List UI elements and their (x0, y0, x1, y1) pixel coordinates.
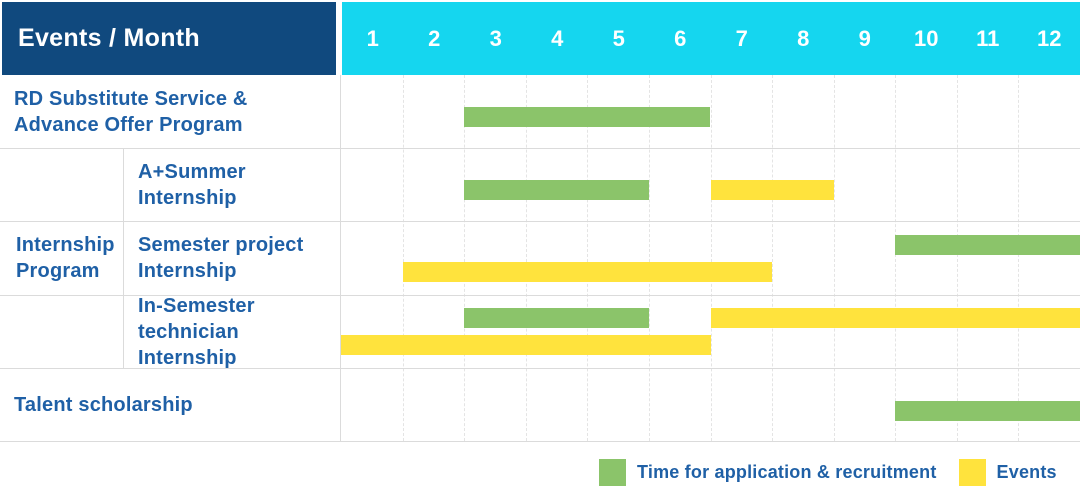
gantt-bar-application-recruitment (464, 180, 649, 201)
table-bottom-border (0, 441, 1080, 442)
header-title: Events / Month (18, 24, 200, 52)
row-group-label-internship-program: Internship Program (0, 148, 123, 368)
row-label-rd-substitute-service: RD Substitute Service & Advance Offer Pr… (0, 75, 340, 148)
row-label-line: Internship (16, 234, 115, 256)
label-column-border (340, 75, 341, 441)
row-label-line: Program (16, 260, 100, 282)
gantt-bar-events (341, 335, 711, 356)
gantt-bar-events (710, 180, 834, 201)
row-label-line: Advance Offer Program (14, 113, 243, 136)
gantt-bar-application-recruitment (895, 234, 1080, 255)
row-label-talent-scholarship: Talent scholarship (0, 368, 340, 441)
month-gridline (833, 75, 835, 441)
gantt-bar-application-recruitment (464, 308, 649, 329)
row-label-line: Talent scholarship (14, 393, 193, 416)
row-label-line: Internship (138, 260, 237, 282)
month-header-6: 6 (674, 25, 687, 51)
row-separator (0, 295, 1080, 296)
legend-label-application-recruitment: Time for application & recruitment (637, 461, 937, 482)
month-header-9: 9 (858, 25, 871, 51)
month-header-1: 1 (366, 25, 379, 51)
month-header-row: 1 2 3 4 5 6 7 8 9 10 11 12 (342, 2, 1080, 75)
month-gridline (525, 75, 527, 441)
row-separator (0, 148, 1080, 149)
sub-column-border (123, 148, 124, 368)
month-gridline (402, 75, 404, 441)
month-gridline (710, 75, 712, 441)
gantt-bar-events (710, 308, 1080, 329)
month-gridline (648, 75, 650, 441)
month-gridline (1018, 75, 1020, 441)
legend-swatch-application-recruitment (599, 458, 626, 486)
month-header-4: 4 (551, 25, 564, 51)
legend: Time for application & recruitment Event… (599, 457, 1057, 487)
row-label-line: RD Substitute Service & (14, 87, 248, 110)
events-month-header-cell: Events / Month (2, 2, 336, 75)
month-header-3: 3 (489, 25, 502, 51)
gantt-bar-application-recruitment (895, 400, 1080, 421)
row-label-in-semester-technician-internship: In-Semester technician Internship (123, 294, 340, 369)
month-gridline (587, 75, 589, 441)
month-header-12: 12 (1037, 25, 1062, 51)
month-header-5: 5 (612, 25, 625, 51)
month-header-8: 8 (797, 25, 810, 51)
month-header-11: 11 (976, 25, 1000, 51)
row-label-semester-project-internship: Semester project Internship (123, 221, 340, 295)
month-header-7: 7 (735, 25, 748, 51)
row-label-line: Semester project (138, 234, 304, 256)
row-label-a-plus-summer-internship: A+Summer Internship (123, 148, 340, 221)
gantt-bar-events (402, 261, 773, 282)
row-label-line: technician Internship (138, 320, 239, 369)
month-gridline (772, 75, 774, 441)
row-separator (0, 221, 1080, 222)
row-label-line: In-Semester (138, 294, 255, 317)
month-gridline (895, 75, 897, 441)
legend-label-events: Events (996, 461, 1057, 482)
month-gridline (956, 75, 958, 441)
legend-swatch-events (958, 458, 986, 486)
row-separator (0, 368, 1080, 369)
row-label-line: Internship (138, 186, 237, 209)
month-gridline (464, 75, 466, 441)
row-label-line: A+Summer (138, 160, 246, 183)
month-header-2: 2 (428, 25, 441, 51)
gantt-bar-application-recruitment (464, 107, 711, 127)
month-header-10: 10 (914, 25, 939, 51)
